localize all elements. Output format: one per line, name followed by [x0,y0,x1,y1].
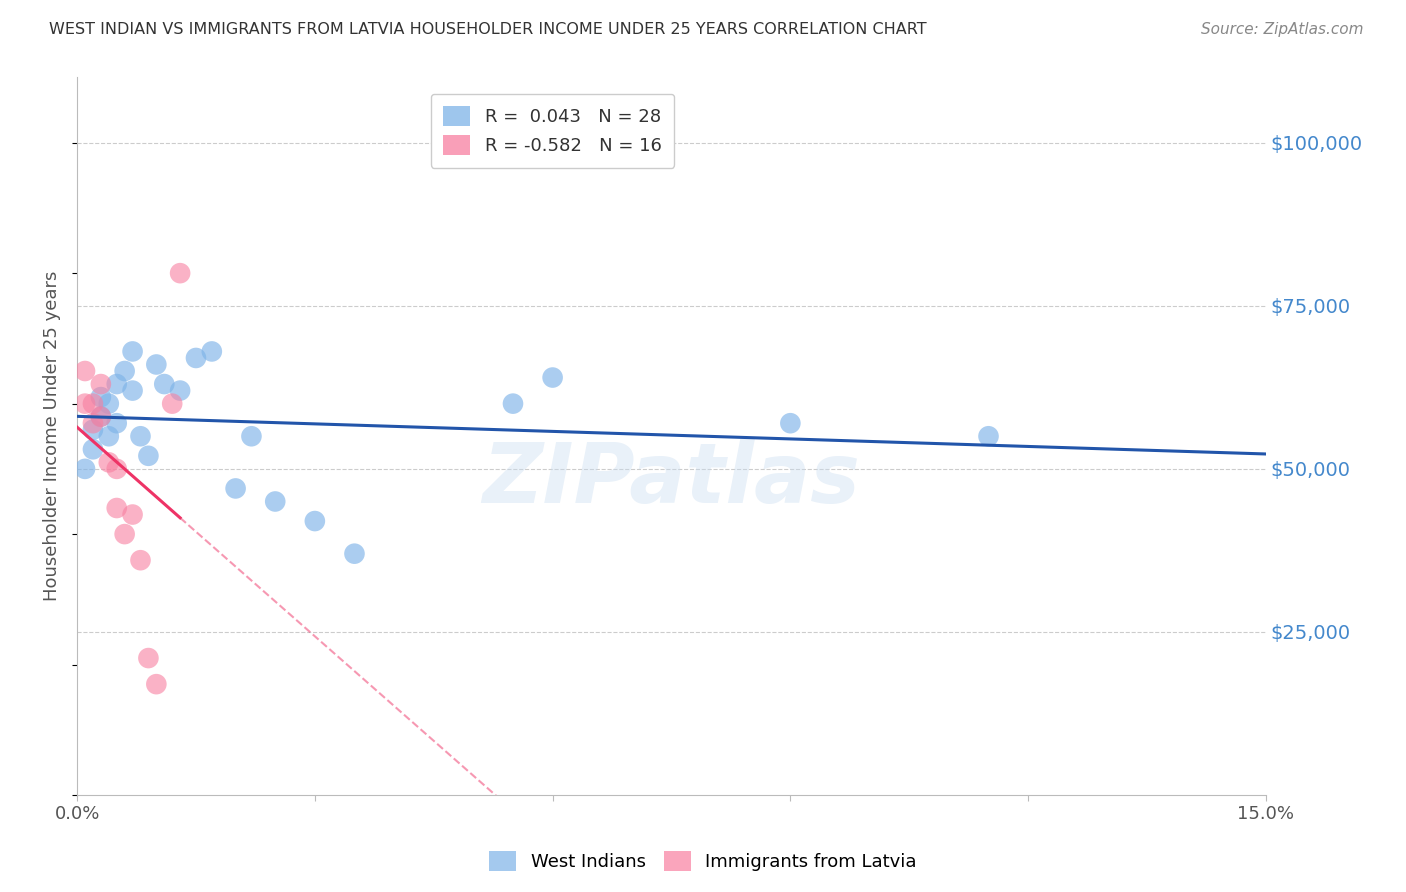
Point [82,423,104,437]
Point [160,397,183,411]
Point [97,455,120,469]
Point [264,494,287,508]
Text: ZIPatlas: ZIPatlas [482,439,860,520]
Point [129,429,152,443]
Point [343,547,366,561]
Text: Source: ZipAtlas.com: Source: ZipAtlas.com [1201,22,1364,37]
Point [105,501,128,516]
Point [82,397,104,411]
Point [90,390,112,404]
Point [225,482,247,496]
Point [90,409,112,424]
Point [541,370,564,384]
Y-axis label: Householder Income Under 25 years: Householder Income Under 25 years [44,271,60,601]
Point [138,651,160,665]
Point [977,429,1000,443]
Point [73,397,96,411]
Point [121,508,143,522]
Point [97,397,120,411]
Point [169,384,191,398]
Point [304,514,326,528]
Point [73,364,96,378]
Point [73,462,96,476]
Point [90,409,112,424]
Point [114,527,136,541]
Point [201,344,224,359]
Point [90,377,112,392]
Point [129,553,152,567]
Legend: West Indians, Immigrants from Latvia: West Indians, Immigrants from Latvia [482,844,924,879]
Point [82,416,104,430]
Text: WEST INDIAN VS IMMIGRANTS FROM LATVIA HOUSEHOLDER INCOME UNDER 25 YEARS CORRELAT: WEST INDIAN VS IMMIGRANTS FROM LATVIA HO… [49,22,927,37]
Point [145,358,167,372]
Point [153,377,176,392]
Point [138,449,160,463]
Point [105,416,128,430]
Point [97,429,120,443]
Point [121,384,143,398]
Point [105,462,128,476]
Point [121,344,143,359]
Point [502,397,524,411]
Point [779,416,801,430]
Point [82,442,104,457]
Legend: R =  0.043   N = 28, R = -0.582   N = 16: R = 0.043 N = 28, R = -0.582 N = 16 [430,94,675,168]
Point [114,364,136,378]
Point [105,377,128,392]
Point [184,351,207,365]
Point [169,266,191,280]
Point [240,429,263,443]
Point [145,677,167,691]
